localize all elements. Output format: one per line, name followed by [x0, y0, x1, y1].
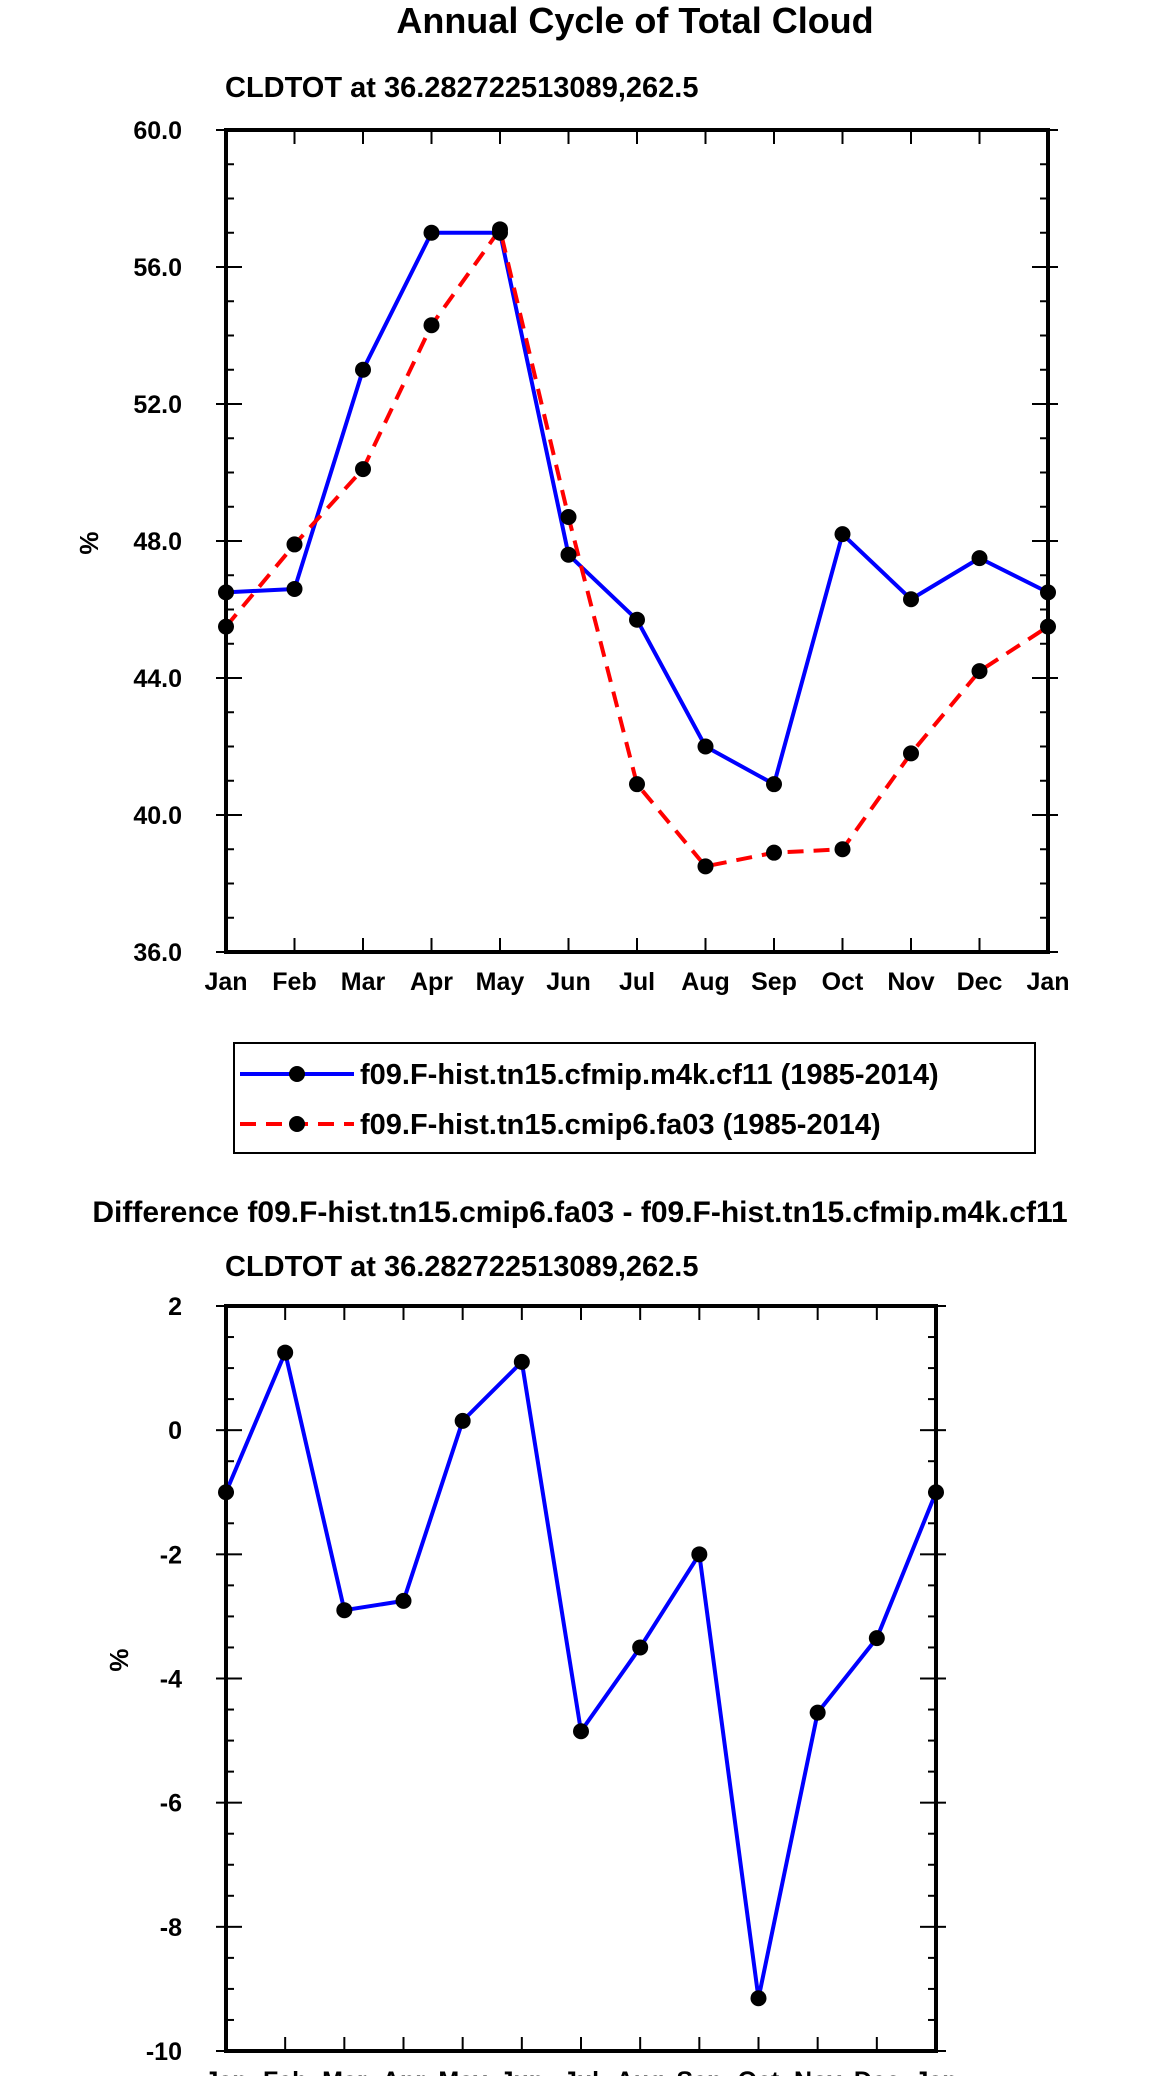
y-tick-label: 48.0	[133, 528, 182, 556]
chart-2-series-1-point	[454, 1412, 471, 1429]
chart-1-series-2-point	[903, 745, 919, 762]
y-tick-label: 56.0	[133, 254, 182, 282]
x-tick-label: Jun	[500, 2067, 544, 2076]
x-tick-label: Mar	[322, 2067, 367, 2076]
chart-1-series-2-point	[355, 461, 371, 478]
y-tick-label: -8	[160, 1914, 182, 1942]
legend-marker-series-2	[289, 1116, 305, 1132]
chart-2-y-axis-label: %	[104, 1648, 134, 1671]
chart-1-series-1-point	[423, 224, 440, 241]
x-tick-label: Jan	[1026, 968, 1069, 996]
chart-2-series-1-point	[750, 1990, 767, 2007]
chart-1-series-2-point	[971, 663, 988, 680]
x-tick-label: Jun	[546, 968, 590, 996]
chart-1-series-2-point	[423, 317, 440, 334]
x-tick-label: Feb	[263, 2067, 307, 2076]
chart-2-series-1-point	[277, 1344, 294, 1361]
x-tick-label: Mar	[341, 968, 386, 996]
chart-1-series-1-point	[286, 580, 303, 597]
chart-2-series-1-point	[395, 1592, 412, 1609]
chart-1-series-2-point	[629, 776, 645, 793]
y-tick-label: -10	[146, 2038, 182, 2066]
chart-2-series-1-point	[868, 1630, 885, 1647]
legend-label-series-2: f09.F-hist.tn15.cmip6.fa03 (1985-2014)	[360, 1109, 881, 1141]
chart-1-series-1-line	[225, 230, 1049, 787]
y-tick-label: 44.0	[133, 665, 182, 693]
chart-1-series-2-point	[834, 841, 851, 858]
chart-1-plot-frame	[224, 128, 1050, 954]
chart-2-series-1-point	[336, 1602, 353, 1619]
x-tick-label: Apr	[382, 2067, 425, 2076]
chart-1-series-2-point	[766, 844, 782, 861]
legend-label-series-1: f09.F-hist.tn15.cfmip.m4k.cf11 (1985-201…	[360, 1059, 939, 1091]
chart-1-series-1-point	[629, 611, 645, 628]
y-tick-label: -4	[160, 1666, 182, 1694]
chart-1-series-2-point	[560, 509, 577, 526]
x-tick-label: May	[476, 968, 525, 996]
x-tick-label: Sep	[751, 968, 797, 996]
chart-2-subtitle: CLDTOT at 36.282722513089,262.5	[225, 1251, 698, 1283]
chart-2-series-1-point	[632, 1639, 649, 1656]
x-tick-label: May	[438, 2067, 487, 2076]
chart-1-series-1-point	[971, 550, 988, 567]
x-tick-label: Nov	[794, 2067, 841, 2076]
y-tick-label: 2	[168, 1293, 182, 1321]
chart-1-series-1-point	[697, 738, 714, 755]
legend-marker-series-1	[289, 1066, 305, 1082]
x-tick-label: Aug	[616, 2067, 665, 2076]
chart-2-title: Difference f09.F-hist.tn15.cmip6.fa03 - …	[92, 1196, 1067, 1229]
x-tick-label: Dec	[854, 2067, 900, 2076]
x-tick-label: Oct	[822, 968, 864, 996]
chart-1-series-2-point	[286, 536, 303, 553]
chart-1-series-1-point	[560, 546, 577, 563]
x-tick-label: Jul	[619, 968, 655, 996]
x-tick-label: Nov	[887, 968, 934, 996]
chart-1-series-1-point	[834, 526, 851, 543]
y-tick-label: -2	[160, 1541, 182, 1569]
chart-2-series-1-point	[691, 1546, 708, 1563]
x-tick-label: Jul	[563, 2067, 599, 2076]
chart-1-series-2-line	[224, 227, 1050, 869]
x-tick-label: Apr	[410, 968, 453, 996]
chart-2-series-1-line	[224, 1350, 938, 2001]
x-tick-label: Oct	[738, 2067, 780, 2076]
x-tick-label: Feb	[272, 968, 316, 996]
y-tick-label: 52.0	[133, 391, 182, 419]
chart-2-series-1-point	[573, 1723, 589, 1740]
x-tick-label: Sep	[676, 2067, 722, 2076]
chart-2-series-1-point	[513, 1353, 530, 1370]
y-tick-label: 40.0	[133, 802, 182, 830]
legend-box	[233, 1042, 1036, 1154]
chart-1-series-1-point	[903, 591, 919, 608]
x-tick-label: Aug	[681, 968, 730, 996]
chart-1-series-1-point	[355, 361, 371, 378]
chart-1-y-axis-label: %	[74, 531, 104, 554]
chart-1-legend: f09.F-hist.tn15.cfmip.m4k.cf11 (1985-201…	[233, 1042, 1036, 1154]
chart-1-title: Annual Cycle of Total Cloud	[396, 0, 873, 41]
chart-2-plot-frame	[224, 1304, 938, 2053]
chart-1-subtitle: CLDTOT at 36.282722513089,262.5	[225, 72, 698, 104]
x-tick-label: Jan	[204, 968, 247, 996]
y-tick-label: 36.0	[133, 939, 182, 967]
x-tick-label: Dec	[957, 968, 1003, 996]
y-tick-label: 60.0	[133, 117, 182, 145]
y-tick-label: 0	[168, 1417, 182, 1445]
chart-1-series-2-point	[492, 221, 508, 238]
chart-1-series-1-point	[766, 776, 782, 793]
y-tick-label: -6	[160, 1790, 182, 1818]
chart-2-series-1-point	[809, 1704, 826, 1721]
x-tick-label: Jan	[914, 2067, 957, 2076]
x-tick-label: Jan	[204, 2067, 247, 2076]
chart-1-series-2-point	[697, 858, 714, 875]
